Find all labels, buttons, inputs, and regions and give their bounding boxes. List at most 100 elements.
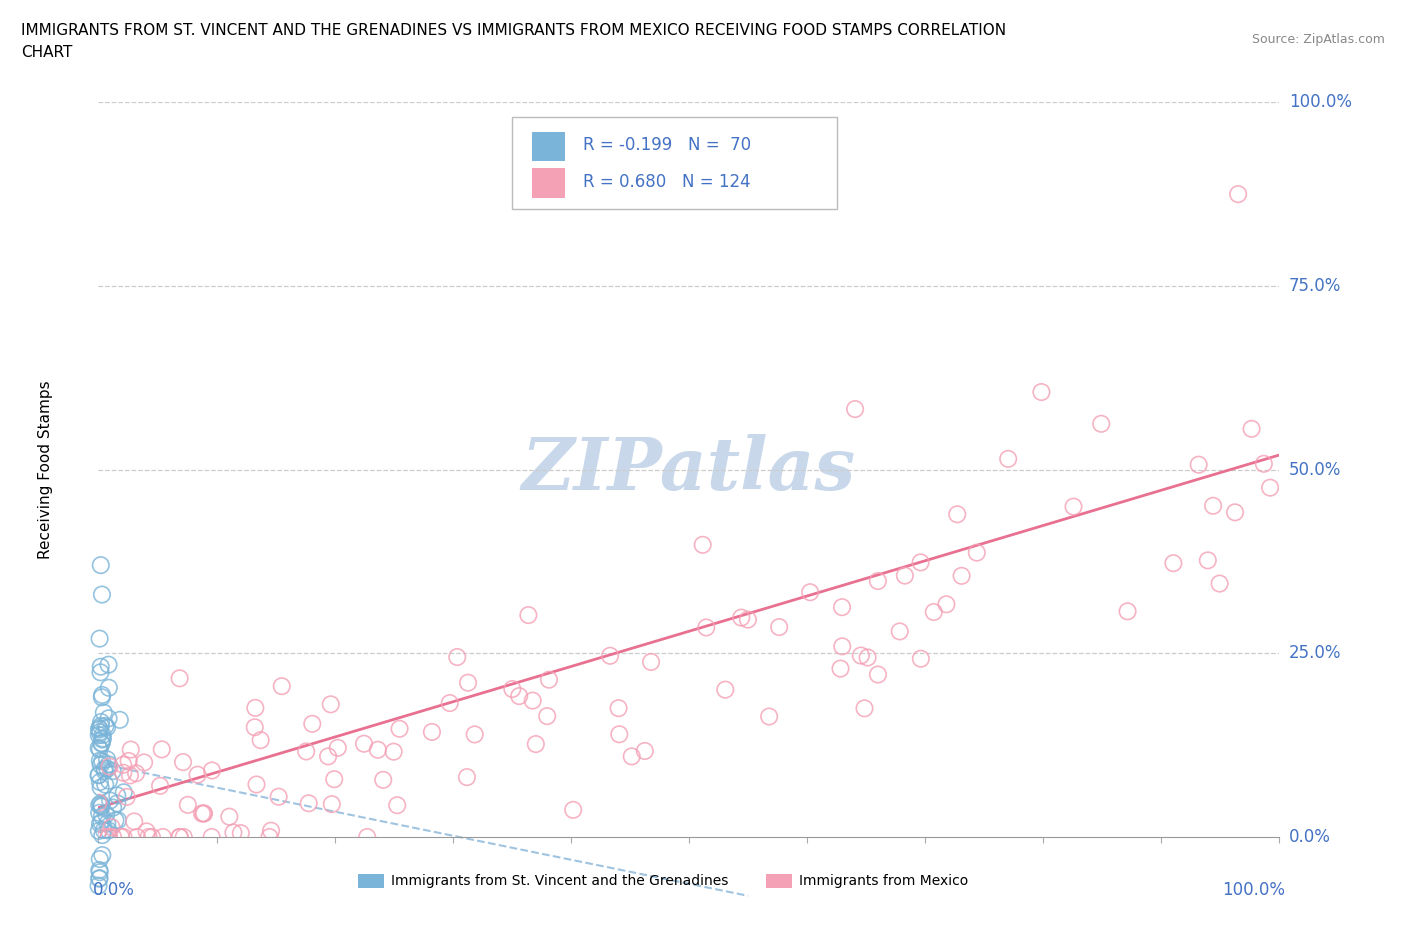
Point (93, 705, 115, 720)
Point (201, 763, 224, 777)
Point (87, 878, 110, 893)
Point (456, 770, 478, 785)
Point (245, 700, 267, 715)
Point (997, 451, 1019, 466)
Point (97, 681, 120, 696)
Point (387, 798, 409, 813)
Point (135, 824, 157, 839)
Point (1188, 458, 1211, 472)
Text: 25.0%: 25.0% (1289, 644, 1341, 662)
Point (89, 862, 111, 877)
Text: 0.0%: 0.0% (1289, 828, 1331, 846)
Point (141, 830, 163, 844)
Point (152, 830, 174, 844)
Point (89, 870, 111, 885)
Point (98, 759, 121, 774)
Point (87, 727, 110, 742)
Point (922, 604, 945, 619)
Point (97, 757, 120, 772)
Point (866, 667, 889, 682)
Point (104, 813, 127, 828)
Point (112, 785, 135, 800)
Point (93, 762, 115, 777)
Point (326, 740, 349, 755)
Point (321, 797, 343, 812)
Point (260, 823, 283, 838)
Point (187, 767, 209, 782)
Point (950, 568, 973, 583)
Point (91, 828, 114, 843)
Point (101, 764, 124, 778)
Point (866, 574, 889, 589)
Point (125, 765, 148, 780)
Point (90, 798, 112, 813)
Point (93, 764, 115, 778)
Point (89, 871, 111, 886)
Point (120, 742, 142, 757)
Point (935, 597, 957, 612)
Text: R = 0.680   N = 124: R = 0.680 N = 124 (582, 173, 751, 191)
Point (122, 814, 145, 829)
Point (457, 675, 479, 690)
Point (97, 658, 120, 672)
Point (90, 796, 112, 811)
Point (138, 830, 160, 844)
Point (849, 648, 872, 663)
Point (89, 753, 111, 768)
Point (714, 683, 737, 698)
Point (97, 711, 120, 725)
Point (388, 722, 411, 737)
Point (295, 744, 318, 759)
Text: 100.0%: 100.0% (1222, 881, 1285, 899)
Point (353, 737, 375, 751)
Point (501, 682, 523, 697)
Point (910, 651, 932, 666)
Point (517, 607, 540, 622)
Point (93, 823, 115, 838)
Point (96, 751, 118, 766)
Point (105, 788, 128, 803)
Point (87, 740, 110, 755)
Point (90, 659, 112, 674)
Point (112, 765, 135, 780)
Point (1197, 553, 1219, 568)
Point (169, 671, 191, 685)
Point (90, 799, 112, 814)
Point (101, 830, 124, 844)
Point (1031, 385, 1053, 400)
Point (89, 721, 111, 736)
Point (177, 797, 200, 812)
Point (89, 852, 111, 867)
Point (373, 773, 395, 788)
Text: 50.0%: 50.0% (1289, 460, 1341, 479)
Point (856, 650, 879, 665)
Text: CHART: CHART (21, 45, 73, 60)
Point (634, 743, 657, 758)
Text: Immigrants from Mexico: Immigrants from Mexico (799, 874, 967, 888)
Point (464, 727, 486, 742)
Text: IMMIGRANTS FROM ST. VINCENT AND THE GRENADINES VS IMMIGRANTS FROM MEXICO RECEIVI: IMMIGRANTS FROM ST. VINCENT AND THE GREN… (21, 23, 1007, 38)
Point (1240, 421, 1263, 436)
Point (201, 830, 224, 844)
Point (522, 693, 544, 708)
Point (830, 661, 852, 676)
Point (508, 688, 530, 703)
Point (758, 709, 780, 724)
Point (97, 830, 120, 844)
Point (367, 742, 389, 757)
Point (110, 830, 132, 844)
Point (193, 806, 215, 821)
Point (173, 830, 195, 844)
Point (89, 665, 111, 680)
Point (90, 815, 112, 830)
Point (89, 798, 111, 813)
Point (524, 737, 547, 751)
Point (89, 724, 111, 739)
Point (134, 755, 156, 770)
Point (115, 790, 138, 804)
Point (118, 768, 141, 783)
Point (439, 696, 461, 711)
Point (222, 825, 245, 840)
Point (87, 767, 110, 782)
Point (1163, 556, 1185, 571)
